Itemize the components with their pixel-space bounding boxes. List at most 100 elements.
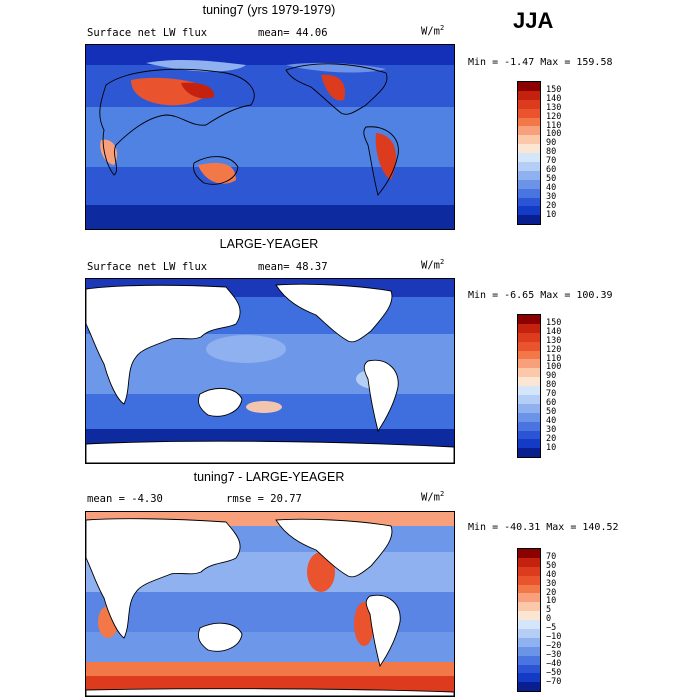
colorbar-tick-label: 40 <box>546 182 557 193</box>
colorbar-swatch <box>518 197 540 207</box>
panel2-minmax: Min = -6.65 Max = 100.39 <box>468 290 613 301</box>
colorbar-tick-label: −30 <box>546 649 562 660</box>
colorbar-tick-label: 150 <box>546 317 562 328</box>
colorbar-tick-label: 70 <box>546 156 557 167</box>
colorbar-tick-label: 90 <box>546 371 557 382</box>
colorbar-tick-label: 150 <box>546 84 562 95</box>
panel1-colorbar <box>517 81 541 226</box>
panel2-map <box>85 278 455 464</box>
colorbar-tick-label: 20 <box>546 433 557 444</box>
colorbar-tick-label: 140 <box>546 326 562 337</box>
panel1-title: tuning7 (yrs 1979-1979) <box>202 3 336 17</box>
colorbar-tick-label: 10 <box>546 442 557 453</box>
colorbar-swatch <box>518 421 540 431</box>
colorbar-tick-label: −70 <box>546 676 562 687</box>
panel2-title: LARGE-YEAGER <box>219 237 319 251</box>
colorbar-swatch <box>518 341 540 351</box>
colorbar-swatch <box>518 673 540 683</box>
colorbar-swatch <box>518 377 540 387</box>
colorbar-swatch <box>518 126 540 136</box>
colorbar-tick-label: 70 <box>546 389 557 400</box>
south-africa-warm-region <box>100 139 118 165</box>
colorbar-tick-label: 40 <box>546 569 557 580</box>
panel3-colorbar <box>517 548 541 693</box>
panel3-title: tuning7 - LARGE-YEAGER <box>193 470 345 484</box>
colorbar-tick-label: 130 <box>546 102 562 113</box>
colorbar-tick-label: 100 <box>546 129 562 140</box>
colorbar-swatch <box>518 620 540 630</box>
panel2-mean-label: mean= 48.37 <box>258 261 328 273</box>
colorbar-swatch <box>518 655 540 665</box>
panel3-minmax: Min = -40.31 Max = 140.52 <box>468 522 619 533</box>
colorbar-tick-label: 5 <box>546 605 552 616</box>
panel1-minmax: Min = -1.47 Max = 159.58 <box>468 57 613 68</box>
colorbar-swatch <box>518 188 540 198</box>
colorbar-swatch <box>518 368 540 378</box>
na-west-hot-region <box>321 74 346 101</box>
colorbar-swatch <box>518 315 540 324</box>
colorbar-tick-label: 50 <box>546 173 557 184</box>
colorbar-tick-label: 110 <box>546 120 562 131</box>
colorbar-tick-label: 140 <box>546 93 562 104</box>
colorbar-swatch <box>518 448 540 458</box>
colorbar-swatch <box>518 439 540 449</box>
panel2-map-svg <box>86 279 454 463</box>
colorbar-tick-label: 40 <box>546 415 557 426</box>
colorbar-tick-label: 30 <box>546 578 557 589</box>
panel3-map-svg <box>86 512 454 696</box>
panel2-units: W/m2 <box>421 258 445 272</box>
panel3-rmse-label: rmse = 20.77 <box>226 493 302 505</box>
colorbar-tick-label: 90 <box>546 138 557 149</box>
colorbar-tick-label: 50 <box>546 406 557 417</box>
colorbar-swatch <box>518 179 540 189</box>
colorbar-tick-label: 130 <box>546 335 562 346</box>
colorbar-swatch <box>518 153 540 163</box>
colorbar-swatch <box>518 611 540 621</box>
colorbar-tick-label: 20 <box>546 200 557 211</box>
colorbar-swatch <box>518 206 540 216</box>
colorbar-swatch <box>518 602 540 612</box>
southern-ocean-warm-band <box>86 662 454 676</box>
colorbar-swatch <box>518 403 540 413</box>
colorbar-tick-label: −40 <box>546 658 562 669</box>
colorbar-swatch <box>518 170 540 180</box>
panel3-land <box>86 518 454 696</box>
colorbar-swatch <box>518 386 540 396</box>
colorbar-tick-label: −5 <box>546 623 557 634</box>
colorbar-tick-label: −10 <box>546 632 562 642</box>
colorbar-tick-label: 10 <box>546 596 557 607</box>
colorbar-swatch <box>518 682 540 692</box>
panel3-map <box>85 511 455 697</box>
california-current-warm <box>307 552 335 592</box>
colorbar-tick-label: 60 <box>546 398 557 408</box>
colorbar-tick-label: 0 <box>546 614 552 625</box>
colorbar-swatch <box>518 566 540 576</box>
south-america-hot-region <box>375 133 396 180</box>
colorbar-swatch <box>518 135 540 145</box>
colorbar-swatch <box>518 664 540 674</box>
panel1-mean-label: mean= 44.06 <box>258 27 328 39</box>
panel2-colorbar <box>517 314 541 459</box>
colorbar-swatch <box>518 584 540 594</box>
colorbar-tick-label: 80 <box>546 147 557 158</box>
season-label: JJA <box>513 8 554 33</box>
colorbar-tick-label: 70 <box>546 551 557 562</box>
colorbar-swatch <box>518 162 540 171</box>
colorbar-tick-label: 60 <box>546 165 557 175</box>
tropics-band <box>86 107 454 167</box>
panel1-coastlines <box>99 63 399 196</box>
colorbar-tick-label: 30 <box>546 191 557 202</box>
colorbar-swatch <box>518 637 540 647</box>
colorbar-swatch <box>518 350 540 360</box>
panel1-map-svg <box>86 45 454 229</box>
colorbar-swatch <box>518 332 540 342</box>
colorbar-tick-label: 120 <box>546 111 562 122</box>
peru-current-warm <box>354 602 374 646</box>
colorbar-swatch <box>518 395 540 404</box>
pacific-warm-pool <box>206 335 286 363</box>
australia-hot-region <box>198 162 236 184</box>
colorbar-swatch <box>518 549 540 558</box>
colorbar-swatch <box>518 323 540 333</box>
colorbar-swatch <box>518 593 540 603</box>
siberia-region <box>146 59 246 72</box>
